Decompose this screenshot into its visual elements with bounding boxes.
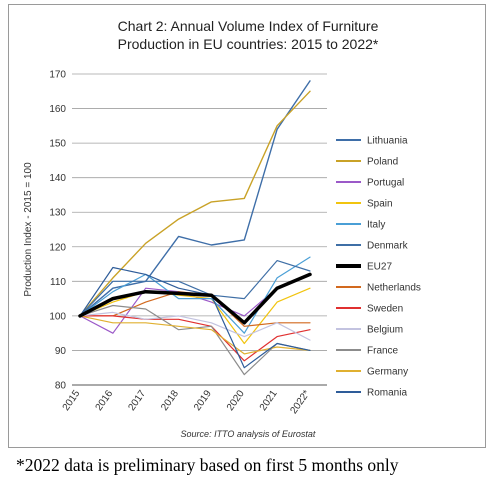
x-tick-label: 2019 bbox=[192, 388, 214, 413]
x-tick-label: 2015 bbox=[61, 388, 83, 413]
legend-label-eu27: EU27 bbox=[367, 262, 392, 273]
x-tick-label: 2018 bbox=[159, 388, 181, 413]
y-tick-label: 130 bbox=[49, 208, 66, 219]
series-line-romania bbox=[79, 266, 311, 369]
legend-label-portugal: Portugal bbox=[367, 178, 404, 189]
y-tick-label: 100 bbox=[49, 311, 66, 322]
x-tick-label: 2020 bbox=[225, 388, 247, 413]
legend-label-denmark: Denmark bbox=[367, 241, 409, 252]
legend-label-sweden: Sweden bbox=[367, 304, 403, 315]
legend-label-lithuania: Lithuania bbox=[367, 136, 408, 147]
y-tick-label: 80 bbox=[55, 381, 67, 392]
legend-label-germany: Germany bbox=[367, 367, 408, 378]
series-line-spain bbox=[79, 287, 311, 345]
y-tick-label: 110 bbox=[50, 277, 66, 288]
legend-label-romania: Romania bbox=[367, 388, 407, 399]
y-tick-label: 160 bbox=[49, 104, 66, 115]
legend-label-netherlands: Netherlands bbox=[367, 283, 421, 294]
legend-label-italy: Italy bbox=[367, 220, 385, 231]
chart-title-line-1: Chart 2: Annual Volume Index of Furnitur… bbox=[117, 18, 379, 34]
y-tick-label: 140 bbox=[49, 173, 66, 184]
footnote: *2022 data is preliminary based on first… bbox=[16, 455, 399, 475]
chart-title-line-2: Production in EU countries: 2015 to 2022… bbox=[117, 36, 379, 52]
series-line-poland bbox=[79, 90, 311, 317]
series-line-germany bbox=[79, 315, 311, 355]
x-tick-label: 2016 bbox=[94, 388, 116, 413]
series-line-eu27 bbox=[78, 272, 312, 325]
chart-frame: Chart 2: Annual Volume Index of Furnitur… bbox=[8, 4, 486, 448]
series-line-denmark bbox=[79, 260, 311, 317]
y-tick-label: 170 bbox=[49, 70, 66, 81]
x-tick-label: 2017 bbox=[126, 388, 148, 413]
y-tick-label: 150 bbox=[49, 139, 66, 150]
x-tick-label: 2021 bbox=[258, 388, 280, 413]
y-axis-label: Production Index - 2015 = 100 bbox=[23, 162, 34, 297]
chart-title: Chart 2: Annual Volume Index of Furnitur… bbox=[9, 17, 487, 53]
series-line-italy bbox=[79, 256, 311, 334]
series-line-lithuania bbox=[79, 80, 311, 317]
y-tick-label: 120 bbox=[49, 242, 66, 253]
series-line-belgium bbox=[79, 311, 311, 341]
legend-label-spain: Spain bbox=[367, 199, 393, 210]
legend-label-poland: Poland bbox=[367, 157, 398, 168]
line-chart: 80 90 100 110 120 130 140 150 160 170 2015 2016 2017… bbox=[23, 70, 421, 417]
x-tick-label: 2022* bbox=[288, 388, 312, 416]
series-line-sweden bbox=[79, 315, 311, 362]
chart-source: Source: ITTO analysis of Eurostat bbox=[180, 429, 316, 439]
y-tick-label: 90 bbox=[55, 346, 67, 357]
legend-label-belgium: Belgium bbox=[367, 325, 403, 336]
legend-label-france: France bbox=[367, 346, 399, 357]
